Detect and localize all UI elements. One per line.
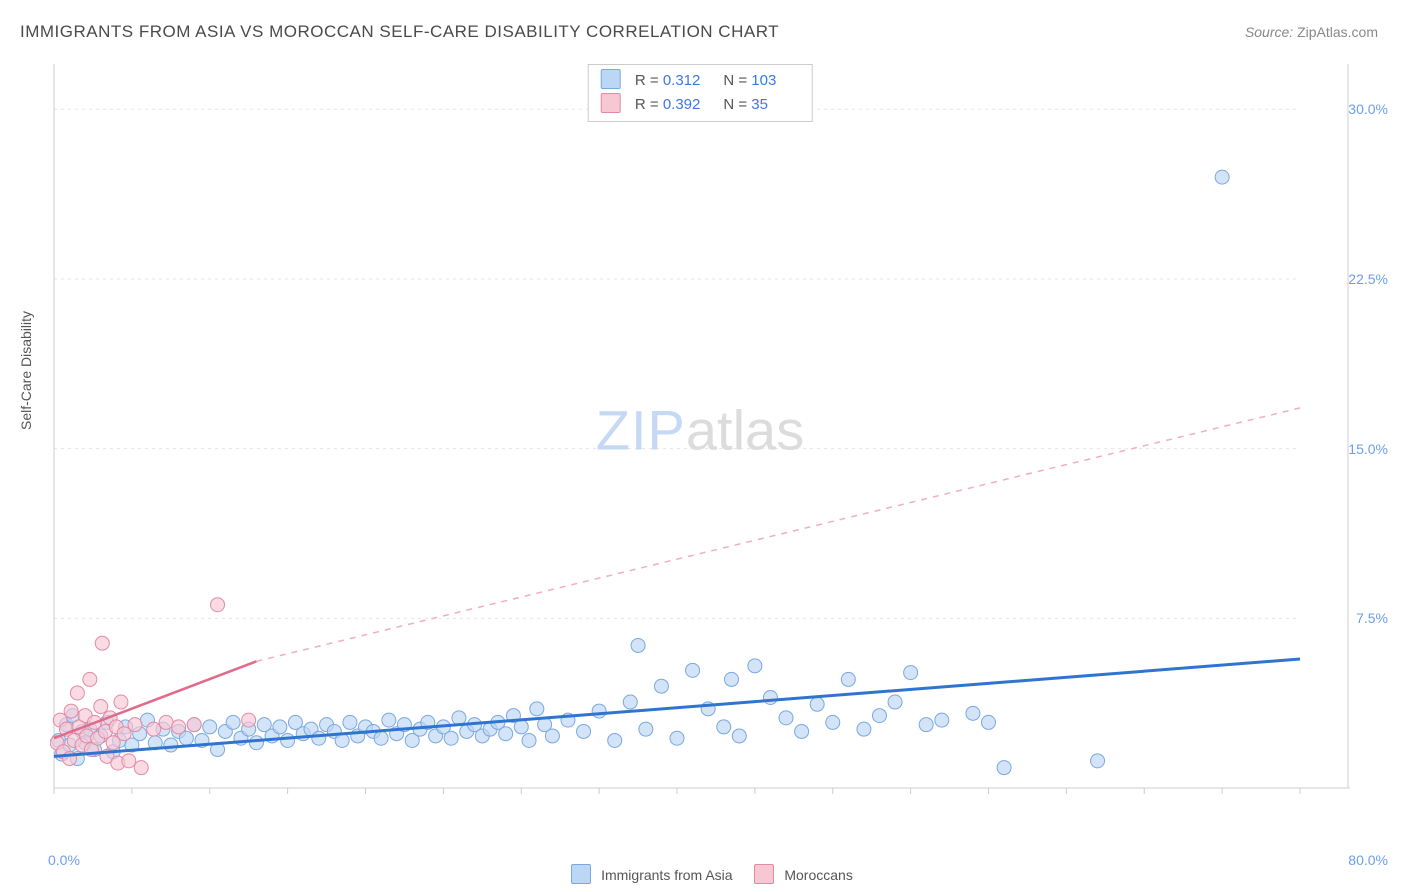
legend-R-asia: 0.312 xyxy=(663,69,711,93)
legend-N-label: N = xyxy=(723,96,747,113)
legend-N-label: N = xyxy=(723,72,747,89)
correlation-legend: R = 0.312 N = 103 R = 0.392 N = 35 xyxy=(588,64,813,122)
x-axis-series-legend: Immigrants from Asia Moroccans xyxy=(0,864,1406,884)
legend-N-moroccans: 35 xyxy=(751,93,799,117)
xlegend-swatch-moroccans xyxy=(754,864,774,884)
xlegend-swatch-asia xyxy=(571,864,591,884)
chart-title: IMMIGRANTS FROM ASIA VS MOROCCAN SELF-CA… xyxy=(20,22,779,42)
xlegend-label-moroccans: Moroccans xyxy=(784,867,852,883)
source-name: ZipAtlas.com xyxy=(1297,24,1378,40)
y-tick-label: 22.5% xyxy=(1348,271,1388,287)
legend-row-moroccans: R = 0.392 N = 35 xyxy=(601,93,800,117)
xlegend-label-asia: Immigrants from Asia xyxy=(601,867,732,883)
legend-N-asia: 103 xyxy=(751,69,799,93)
source-attribution: Source: ZipAtlas.com xyxy=(1245,24,1378,40)
y-tick-label: 7.5% xyxy=(1356,610,1388,626)
y-tick-label: 15.0% xyxy=(1348,441,1388,457)
chart-plot-area: ZIPatlas R = 0.312 N = 103 R = 0.392 N =… xyxy=(50,60,1350,830)
y-axis-label: Self-Care Disability xyxy=(18,311,34,430)
legend-row-asia: R = 0.312 N = 103 xyxy=(601,69,800,93)
legend-R-label: R = xyxy=(635,72,659,89)
legend-swatch-moroccans xyxy=(601,93,621,113)
scatter-chart-svg xyxy=(50,60,1350,830)
y-tick-label: 30.0% xyxy=(1348,101,1388,117)
source-label: Source: xyxy=(1245,24,1297,40)
legend-swatch-asia xyxy=(601,69,621,89)
legend-R-label: R = xyxy=(635,96,659,113)
legend-R-moroccans: 0.392 xyxy=(663,93,711,117)
